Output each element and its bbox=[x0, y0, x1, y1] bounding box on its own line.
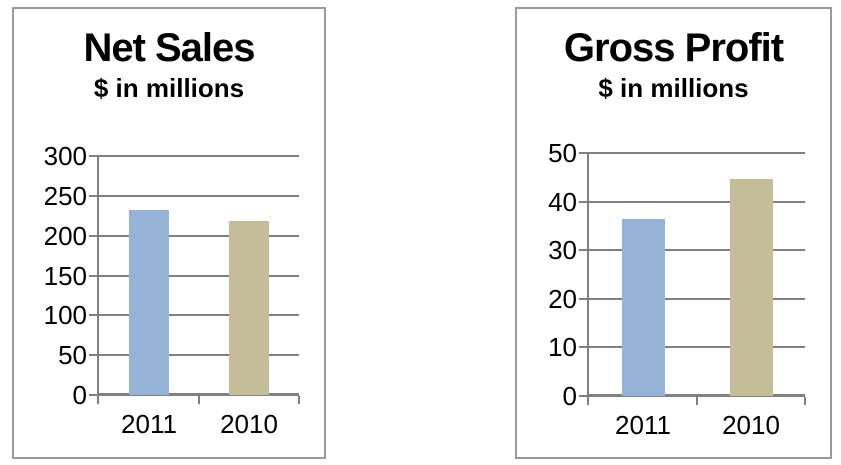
y-tick-label-150: 150 bbox=[43, 260, 87, 291]
bar-2011 bbox=[622, 219, 665, 396]
y-tick-label-0: 0 bbox=[72, 380, 87, 410]
x-tick-mark-1 bbox=[804, 397, 806, 405]
y-tick-mark-300 bbox=[89, 155, 99, 157]
y-tick-mark-250 bbox=[89, 194, 99, 197]
y-tick-mark-20 bbox=[579, 297, 589, 300]
y-tick-label-100: 100 bbox=[43, 300, 87, 331]
net-sales-chart-panel: Net Sales $ in millions 300 250 200 150 100 5… bbox=[12, 7, 326, 459]
y-tick-label-50: 50 bbox=[58, 340, 87, 371]
y-tick-mark-50 bbox=[89, 354, 99, 357]
gridline-10 bbox=[589, 346, 805, 349]
y-tick-label-30: 30 bbox=[548, 235, 577, 266]
y-axis-line bbox=[97, 156, 99, 404]
x-category-label-2011: 2011 bbox=[615, 410, 671, 440]
x-axis-line bbox=[99, 393, 299, 396]
net-sales-chart-title: Net Sales bbox=[83, 26, 255, 70]
y-axis-line bbox=[587, 153, 589, 405]
x-category-label-2011: 2011 bbox=[121, 409, 177, 439]
y-tick-label-200: 200 bbox=[43, 220, 87, 251]
gridline-40 bbox=[589, 200, 805, 203]
gridline-100 bbox=[99, 314, 299, 317]
y-tick-mark-10 bbox=[579, 346, 589, 349]
y-tick-label-40: 40 bbox=[548, 186, 577, 217]
gridline-200 bbox=[99, 234, 299, 237]
y-tick-label-0: 0 bbox=[562, 381, 577, 411]
gross-profit-chart-subtitle: $ in millions bbox=[598, 73, 749, 103]
x-category-label-2010: 2010 bbox=[722, 410, 780, 440]
gross-profit-chart-panel: Gross Profit $ in millions 50 40 30 20 10 0 20… bbox=[515, 7, 832, 459]
y-tick-label-250: 250 bbox=[43, 180, 87, 211]
gridline-50 bbox=[589, 152, 805, 154]
y-tick-label-20: 20 bbox=[548, 283, 577, 314]
y-tick-label-300: 300 bbox=[43, 141, 87, 171]
gridline-30 bbox=[589, 249, 805, 252]
gross-profit-chart-title: Gross Profit bbox=[563, 26, 784, 70]
y-tick-label-50: 50 bbox=[548, 138, 577, 168]
gross-profit-plot-area: 50 40 30 20 10 0 2011 2010 bbox=[548, 138, 806, 440]
x-tick-mark-0 bbox=[198, 396, 200, 404]
gridline-20 bbox=[589, 297, 805, 300]
net-sales-plot-area: 300 250 200 150 100 50 0 2011 2010 bbox=[44, 141, 300, 439]
x-category-label-2010: 2010 bbox=[220, 409, 278, 439]
y-tick-mark-40 bbox=[579, 200, 589, 203]
y-tick-mark-50 bbox=[579, 152, 589, 154]
gridline-150 bbox=[99, 274, 299, 277]
y-tick-mark-0 bbox=[579, 395, 589, 397]
y-tick-mark-200 bbox=[89, 234, 99, 237]
x-tick-mark-0 bbox=[696, 397, 698, 405]
x-tick-mark-1 bbox=[298, 396, 300, 404]
gridline-50 bbox=[99, 354, 299, 357]
gridline-250 bbox=[99, 194, 299, 197]
y-tick-mark-100 bbox=[89, 314, 99, 317]
net-sales-chart-subtitle: $ in millions bbox=[93, 73, 245, 103]
bar-2010 bbox=[730, 179, 773, 396]
y-tick-mark-30 bbox=[579, 249, 589, 252]
bar-2010 bbox=[229, 221, 269, 395]
y-tick-mark-150 bbox=[89, 274, 99, 277]
y-tick-label-10: 10 bbox=[548, 332, 577, 363]
y-tick-mark-0 bbox=[89, 394, 99, 396]
gridline-300 bbox=[99, 155, 299, 157]
x-axis-line bbox=[589, 394, 805, 397]
bar-2011 bbox=[129, 210, 169, 395]
